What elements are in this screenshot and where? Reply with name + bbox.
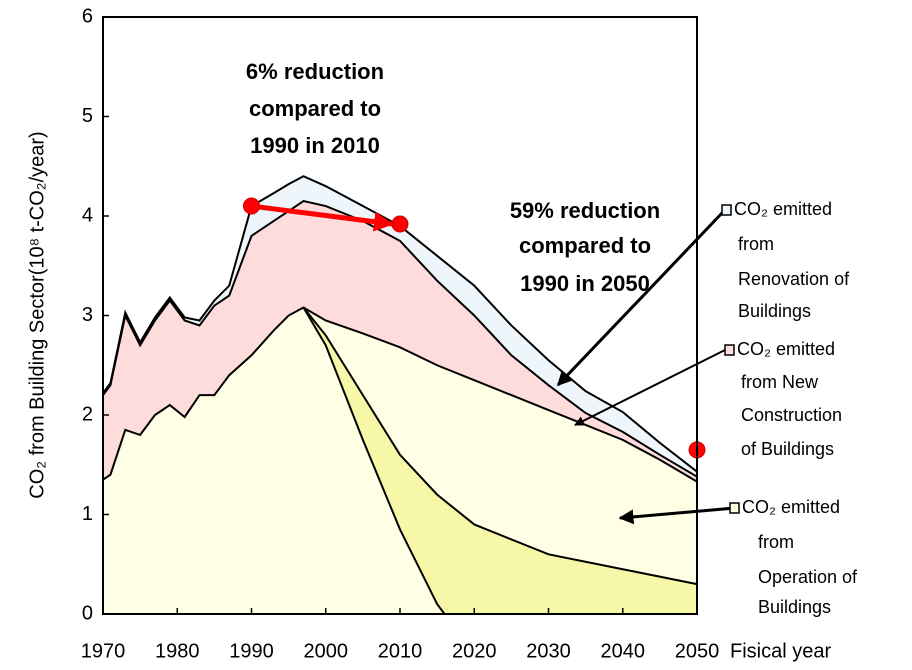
point — [391, 215, 409, 233]
area-line — [102, 175, 698, 473]
pointer-arrow — [618, 506, 736, 525]
annotation: 59% reduction — [510, 198, 660, 223]
legend-label: CO₂ emitted — [737, 339, 835, 359]
x-axis-label: Fisical year — [730, 640, 831, 662]
x-tick-label: 2030 — [526, 640, 571, 662]
y-axis-label: CO₂ from Building Sector(10⁸ t-CO₂/year) — [26, 131, 48, 498]
area — [103, 201, 697, 482]
line — [302, 306, 698, 586]
x-tick-label: 2040 — [601, 640, 646, 662]
x-tick-label: 1980 — [155, 640, 200, 662]
point — [243, 197, 260, 215]
plot-area — [102, 175, 706, 615]
legend-label: Buildings — [758, 597, 831, 617]
pointer-arrow — [574, 349, 726, 426]
legend-label: from — [758, 532, 794, 552]
y-tick-label: 5 — [82, 105, 93, 127]
legend-label: CO₂ emitted — [734, 199, 832, 219]
legend-swatch — [724, 344, 735, 356]
x-tick-label: 1990 — [229, 640, 274, 662]
legend-label: Construction — [741, 405, 842, 425]
legend-swatch — [729, 502, 740, 514]
x-tick-label: 2000 — [304, 640, 349, 662]
annotation: 1990 in 2050 — [520, 271, 650, 296]
legend-label: Renovation of — [738, 269, 850, 289]
legend-swatch — [721, 204, 732, 216]
y-tick-label: 1 — [82, 503, 93, 525]
legend-label: from New — [741, 372, 819, 392]
legend-label: from — [738, 234, 774, 254]
y-tick-label: 6 — [82, 5, 93, 27]
band — [303, 307, 697, 614]
legend-label: Operation of — [758, 567, 858, 587]
legend-label: CO₂ emitted — [742, 497, 840, 517]
area-line — [102, 306, 698, 483]
annotation: 1990 in 2010 — [250, 133, 380, 158]
x-tick-label: 2050 — [675, 640, 720, 662]
annotation: compared to — [519, 233, 651, 258]
pointer-arrow — [556, 210, 725, 387]
y-tick-label: 3 — [82, 304, 93, 326]
x-tick-label: 2020 — [452, 640, 497, 662]
y-tick-label: 4 — [82, 204, 93, 226]
x-tick-label: 2010 — [378, 640, 423, 662]
legend-label: of Buildings — [741, 439, 834, 459]
y-tick-label: 0 — [82, 602, 93, 624]
area — [103, 176, 697, 477]
x-tick-label: 1970 — [81, 640, 126, 662]
reduction-arrow — [251, 203, 394, 232]
y-tick-label: 2 — [82, 403, 93, 425]
legend-label: Buildings — [738, 301, 811, 321]
annotation: 6% reduction — [246, 59, 384, 84]
annotation: compared to — [249, 96, 381, 121]
